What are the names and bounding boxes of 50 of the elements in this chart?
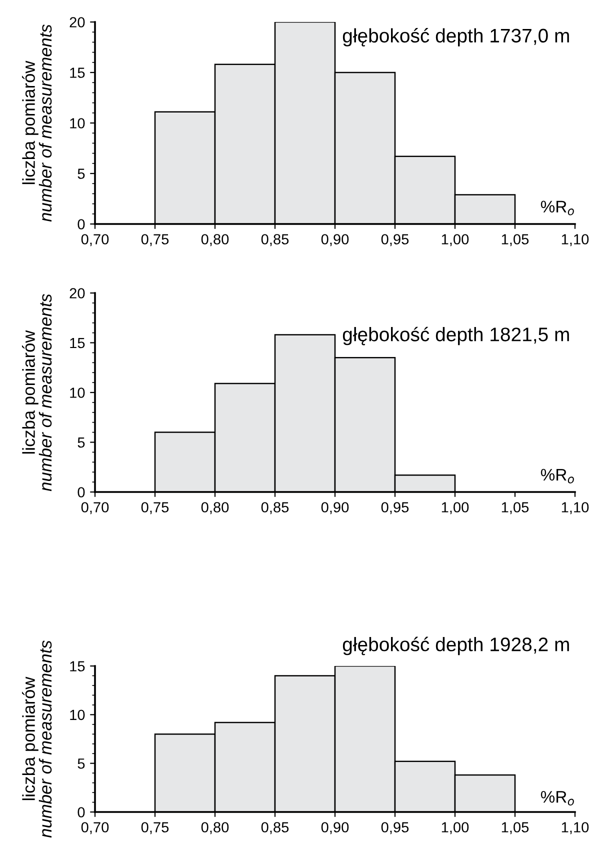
x-axis-title: %R$_{o}$ — [540, 468, 574, 484]
y-tick-label: 5 — [78, 758, 85, 769]
x-tick-label: 0,90 — [321, 502, 349, 514]
x-axis-title: %R$_{o}$ — [540, 791, 574, 806]
y-tick-label: 20 — [70, 17, 85, 28]
y-tick-label: 10 — [70, 710, 85, 720]
chart-title: głębokość depth 1928,2 m — [342, 636, 569, 656]
x-tick-label: 1,10 — [562, 502, 589, 514]
x-tick-label: 1,10 — [562, 234, 589, 246]
x-tick-label: 0,90 — [321, 234, 349, 246]
y-axis-title: liczba pomiarów number of measurements — [22, 294, 52, 492]
x-tick-label: 1,00 — [442, 502, 469, 514]
y-tick-label: 15 — [70, 68, 85, 78]
x-tick-label: 0,85 — [261, 822, 289, 834]
x-tick-label: 1,05 — [502, 234, 529, 246]
x-tick-label: 1,10 — [562, 822, 589, 834]
x-tick-label: 0,75 — [141, 234, 169, 246]
x-tick-label: 0,85 — [261, 502, 289, 514]
x-tick-label: 0,70 — [81, 502, 109, 514]
x-tick-label: 0,95 — [381, 234, 409, 246]
y-axis-title: liczba pomiarów number of measurements — [22, 24, 52, 222]
y-tick-label: 20 — [70, 288, 85, 298]
y-tick-label: 5 — [78, 168, 85, 179]
x-tick-label: 0,95 — [381, 822, 409, 834]
y-tick-label: 0 — [78, 487, 85, 498]
y-axis-title: liczba pomiarów number of measurements — [22, 640, 52, 838]
x-tick-label: 0,95 — [381, 502, 409, 514]
y-tick-label: 0 — [78, 807, 85, 818]
y-tick-label: 10 — [70, 388, 85, 398]
x-tick-label: 0,80 — [201, 234, 229, 246]
x-tick-label: 0,75 — [141, 502, 169, 514]
x-tick-label: 1,05 — [502, 822, 529, 834]
x-tick-label: 0,75 — [141, 822, 169, 834]
y-tick-label: 10 — [70, 118, 85, 128]
chart-title: głębokość depth 1737,0 m — [342, 28, 569, 46]
y-tick-label: 15 — [70, 338, 85, 348]
x-axis-title: %R$_{o}$ — [540, 200, 574, 216]
y-tick-label: 15 — [70, 661, 85, 672]
x-tick-label: 1,00 — [442, 234, 469, 246]
x-tick-label: 1,05 — [502, 502, 529, 514]
x-tick-label: 1,00 — [442, 822, 469, 834]
y-tick-label: 0 — [78, 219, 85, 230]
x-tick-label: 0,80 — [201, 502, 229, 514]
x-tick-label: 0,85 — [261, 234, 289, 246]
x-tick-label: 0,70 — [81, 822, 109, 834]
text: głębokość depth 1821,5 m — [342, 326, 569, 346]
x-tick-label: 0,80 — [201, 822, 229, 834]
x-tick-label: 0,70 — [81, 234, 109, 246]
y-tick-label: 5 — [78, 438, 85, 448]
x-tick-label: 0,90 — [321, 822, 349, 834]
